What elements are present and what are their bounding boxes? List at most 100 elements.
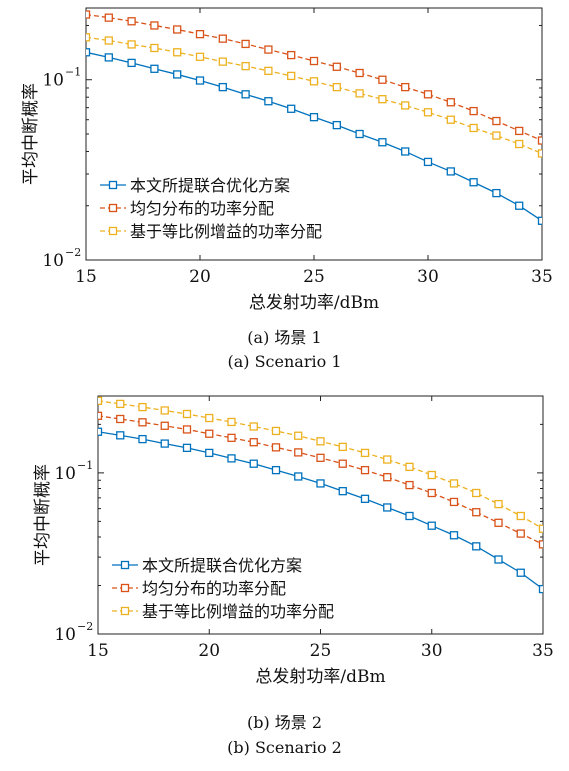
series-3-marker <box>427 470 436 480</box>
series-3-marker <box>160 406 169 415</box>
series-2-marker <box>195 30 205 39</box>
series-2-marker <box>287 50 296 60</box>
series-3-marker <box>355 89 364 98</box>
series-1-marker <box>241 90 250 99</box>
y-axis-label: 平均中断概率 <box>33 464 53 566</box>
series-1-marker <box>182 443 192 452</box>
series-2-marker <box>264 45 273 54</box>
series-3-marker <box>316 437 325 446</box>
series-3-marker <box>173 48 182 57</box>
series-1-marker <box>264 97 273 106</box>
series-2-marker <box>446 98 455 107</box>
series-1-marker <box>227 454 236 463</box>
series-3-marker <box>423 108 433 117</box>
series-3-marker <box>249 422 258 431</box>
series-1-marker <box>309 113 319 122</box>
series-3-marker <box>104 36 113 45</box>
series-3-marker <box>469 123 478 133</box>
series-3-marker <box>182 409 192 419</box>
series-1-marker <box>383 503 392 512</box>
y-tick-label-base: 10 <box>42 71 64 91</box>
plot-frame <box>97 395 544 635</box>
series-3-marker <box>405 462 414 471</box>
series-1-marker <box>494 555 503 564</box>
legend-label-1: 本文所提联合优化方案 <box>142 556 302 575</box>
caption-en-a: (a) Scenario 1 <box>227 352 342 371</box>
series-2-marker <box>127 17 136 26</box>
series-3-marker <box>86 33 91 42</box>
series-3-marker <box>449 479 459 488</box>
x-tick-label: 30 <box>421 641 443 661</box>
series-2-marker <box>182 425 192 434</box>
series-3-marker <box>338 442 347 452</box>
series-3-marker <box>271 426 281 436</box>
series-3-marker <box>116 399 125 409</box>
x-tick-label: 35 <box>532 641 554 661</box>
series-2-marker <box>538 540 543 549</box>
series-2-marker <box>309 56 319 66</box>
series-1-marker <box>127 58 136 68</box>
series-2-marker <box>338 459 347 468</box>
y-tick-label-exponent: −2 <box>65 246 81 259</box>
series-3-marker <box>98 396 103 405</box>
y-axis-label: 平均中断概率 <box>21 83 41 185</box>
series-3-marker <box>294 431 303 440</box>
plot-frame <box>85 7 543 261</box>
series-2-marker <box>516 529 525 538</box>
series-3-marker <box>264 66 273 76</box>
series-1-marker <box>86 48 91 57</box>
series-2-marker <box>383 473 392 482</box>
series-3-marker <box>218 57 227 66</box>
x-tick-label: 20 <box>189 267 211 287</box>
series-2-marker <box>332 62 341 71</box>
series-1-marker <box>516 568 525 577</box>
legend-marker-3 <box>120 606 130 616</box>
series-3-marker <box>195 52 205 61</box>
series-1-marker <box>195 76 205 85</box>
series-1-marker <box>160 439 169 448</box>
caption-cn-a: (a) 场景 1 <box>247 328 322 347</box>
series-2-marker <box>86 10 91 19</box>
series-2-marker <box>116 414 125 424</box>
series-1-marker <box>449 531 459 540</box>
series-1-marker <box>287 104 296 113</box>
series-1-marker <box>405 511 414 521</box>
series-3-marker <box>332 82 341 92</box>
series-2-marker <box>249 438 258 447</box>
x-axis-label: 总发射功率/dBm <box>249 293 379 313</box>
series-2-marker <box>271 443 281 452</box>
series-3-marker <box>538 524 543 533</box>
series-2-marker <box>294 448 303 457</box>
legend-marker-2 <box>120 583 130 593</box>
series-2-marker <box>449 497 459 507</box>
series-3-marker <box>360 448 370 458</box>
series-3-marker <box>472 488 481 498</box>
series-1-marker <box>427 521 436 530</box>
legend-marker-1 <box>120 560 130 570</box>
series-1-marker <box>249 459 258 468</box>
x-tick-label: 35 <box>531 267 553 287</box>
series-2-marker <box>360 465 370 475</box>
x-tick-label: 20 <box>198 641 220 661</box>
series-3-marker <box>309 77 319 86</box>
series-2-marker <box>138 418 147 427</box>
series-2-marker <box>405 480 414 490</box>
x-tick-label: 25 <box>303 267 325 287</box>
series-2-marker <box>98 411 103 420</box>
series-3-marker <box>241 61 250 71</box>
series-3-marker <box>516 511 525 521</box>
series-1-marker <box>218 82 227 92</box>
series-3-marker <box>205 413 214 423</box>
series-1-marker <box>355 129 364 139</box>
series-2-marker <box>227 433 236 442</box>
series-1-marker <box>378 138 387 147</box>
series-1-marker <box>104 53 113 62</box>
series-3-marker <box>401 101 410 110</box>
y-tick-label-base: 10 <box>54 625 76 645</box>
series-3-marker <box>537 149 542 158</box>
series-1-marker <box>360 494 370 503</box>
legend-label-2: 均匀分布的功率分配 <box>130 199 274 218</box>
caption-en-b: (b) Scenario 2 <box>227 738 342 757</box>
